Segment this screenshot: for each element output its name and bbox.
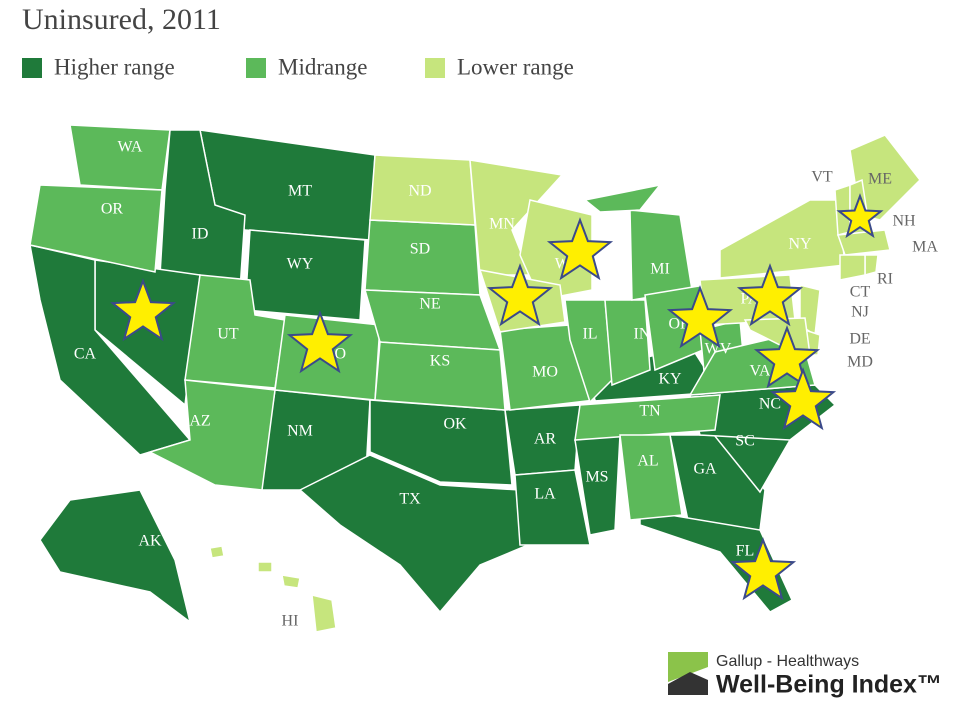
state-label: MT (288, 183, 312, 200)
state (719, 199, 846, 279)
state-label: FL (736, 543, 755, 560)
state (311, 594, 337, 633)
state-label: MD (847, 354, 873, 371)
state-label: DE (849, 331, 870, 348)
state-label: NM (287, 423, 313, 440)
state (514, 469, 591, 546)
state (374, 341, 506, 411)
state (629, 209, 693, 301)
state-label: KS (430, 353, 450, 370)
state-label: MN (489, 216, 515, 233)
star (666, 285, 734, 349)
state-label: AR (534, 431, 557, 448)
state (281, 574, 301, 589)
star (546, 217, 614, 281)
state-label: NC (759, 396, 781, 413)
logo-bottom: Well-Being Index™ (716, 671, 942, 699)
state-label: AK (138, 533, 162, 550)
state-label: OR (101, 201, 124, 218)
state-label: ID (192, 226, 209, 243)
states (29, 124, 921, 633)
star (109, 278, 177, 342)
state-label: ND (408, 183, 431, 200)
state-label: MO (532, 364, 558, 381)
state (583, 183, 662, 213)
state-label: HI (282, 613, 299, 630)
state-label: NH (892, 213, 916, 230)
state-label: WY (287, 256, 314, 273)
legend-label: Higher range (54, 54, 175, 79)
logo-icon (668, 652, 708, 682)
state-label: MS (585, 469, 608, 486)
legend: Higher range Midrange Lower range (22, 54, 574, 79)
state (39, 489, 192, 624)
state (209, 545, 225, 559)
state-label: LA (534, 486, 556, 503)
state-label: VA (749, 363, 770, 380)
state-label: NE (419, 296, 440, 313)
star (836, 193, 884, 239)
state-label: WV (705, 341, 732, 358)
state (244, 229, 366, 321)
state-label: CA (74, 346, 97, 363)
state-label: ME (868, 171, 892, 188)
state (257, 561, 273, 573)
state-label: MI (650, 261, 670, 278)
logo-top: Gallup - Healthways (716, 653, 859, 670)
state (519, 199, 593, 301)
logo: Gallup - Healthways Well-Being Index™ (668, 652, 942, 699)
logo-icon (668, 672, 708, 695)
star (286, 310, 354, 374)
state-label: GA (693, 461, 717, 478)
state-label: UT (217, 326, 239, 343)
state-label: WA (118, 139, 143, 156)
state (298, 454, 541, 614)
state (159, 129, 246, 291)
star (486, 263, 554, 327)
state-label: TN (639, 403, 661, 420)
state-label: RI (877, 271, 893, 288)
star (729, 537, 797, 601)
state-label: KY (658, 371, 682, 388)
state-label: CT (850, 284, 871, 301)
state (564, 299, 613, 404)
legend-swatch (425, 58, 445, 78)
star (769, 367, 837, 431)
star (736, 263, 804, 327)
stars (109, 193, 884, 601)
legend-swatch (22, 58, 42, 78)
title: Uninsured, 2011 (22, 3, 221, 36)
state (29, 184, 163, 273)
state-label: VT (811, 169, 833, 186)
state-label: SC (735, 433, 755, 450)
state-label: NY (788, 236, 812, 253)
legend-label: Midrange (278, 54, 367, 79)
state-label: IN (634, 326, 651, 343)
state-label: MA (912, 239, 938, 256)
state-label: AZ (189, 413, 210, 430)
legend-label: Lower range (457, 54, 574, 79)
state-label: NJ (851, 304, 869, 321)
star (753, 325, 821, 389)
state (574, 394, 721, 441)
state-label: OK (443, 416, 467, 433)
state (69, 124, 171, 191)
state-label: SD (410, 241, 430, 258)
state (839, 254, 866, 281)
state (619, 434, 683, 521)
state-label: IL (582, 326, 597, 343)
state-label: AL (637, 453, 658, 470)
legend-swatch (246, 58, 266, 78)
state-label: TX (399, 491, 421, 508)
state (836, 229, 891, 256)
